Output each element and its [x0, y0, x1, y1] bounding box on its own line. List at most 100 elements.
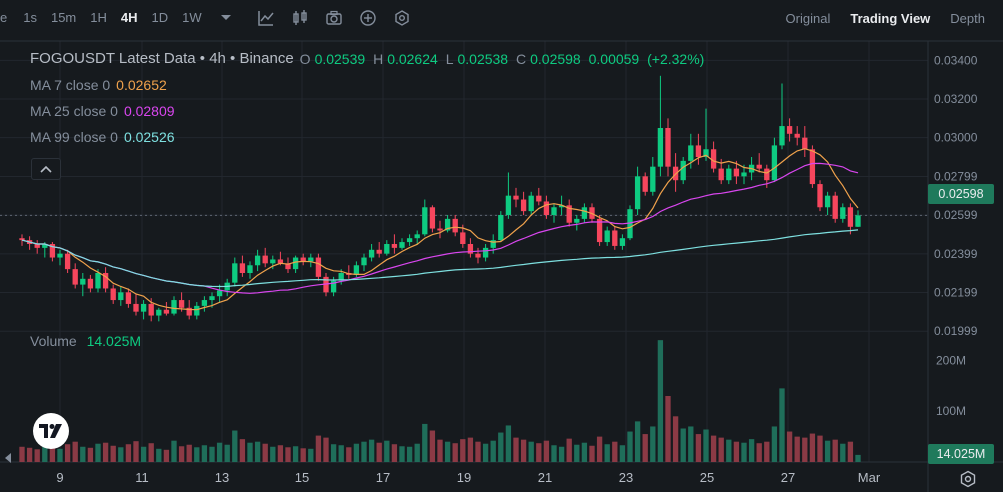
- tab-depth[interactable]: Depth: [950, 10, 985, 26]
- candle-body: [650, 166, 656, 192]
- volume-bar: [26, 447, 33, 462]
- ma7-value: 0.02652: [116, 77, 167, 93]
- candle-body: [353, 265, 360, 275]
- time-tick-label: 23: [619, 470, 633, 485]
- settings-gear-icon[interactable]: [389, 5, 415, 31]
- price-axis: 0.03400 0.03200 0.03000 0.02799 0.02599 0.023…: [934, 53, 978, 338]
- volume-bar: [764, 441, 770, 462]
- ma25-value: 0.02809: [123, 103, 175, 119]
- volume-label: Volume: [30, 333, 77, 349]
- timeframe-1w[interactable]: 1W: [182, 10, 202, 25]
- candle-body: [429, 207, 436, 229]
- volume-bar: [566, 438, 572, 462]
- candle-body: [536, 195, 542, 202]
- timeframe-dropdown-icon[interactable]: [213, 5, 239, 31]
- volume-bar: [178, 446, 185, 462]
- last-volume-tag: 14.025M: [928, 444, 994, 464]
- scroll-left-icon[interactable]: [3, 452, 13, 464]
- volume-bar: [513, 437, 519, 462]
- volume-bar: [368, 439, 375, 462]
- ma99-legend: MA 99 close 0 0.02526: [30, 127, 708, 147]
- candle-body: [422, 207, 428, 235]
- open-label: O: [299, 51, 311, 67]
- chart-settings-icon[interactable]: [959, 470, 977, 488]
- low-value: 0.02538: [457, 51, 509, 67]
- volume-bar: [665, 396, 671, 462]
- indicators-icon[interactable]: [253, 5, 279, 31]
- volume-bar: [490, 440, 496, 462]
- candle-body: [444, 218, 451, 231]
- candle-body: [209, 296, 215, 301]
- volume-bar: [619, 445, 626, 462]
- volume-bar: [72, 441, 78, 462]
- candle-body: [232, 263, 238, 283]
- candle-body: [118, 292, 124, 301]
- candle-body: [452, 218, 458, 233]
- volume-bar: [156, 448, 162, 462]
- timeframe-partial[interactable]: e: [0, 10, 8, 25]
- time-tick-label: 11: [135, 470, 149, 485]
- candle-body: [619, 238, 626, 246]
- ohlc-values: O 0.02539 H 0.02624 L 0.02538 C 0.02598 0.00…: [300, 49, 709, 69]
- price-tick-label: 0.03400: [934, 53, 978, 67]
- candle-body: [270, 259, 276, 264]
- volume-bar: [346, 447, 352, 462]
- volume-bar: [140, 446, 147, 462]
- tab-trading-view[interactable]: Trading View: [850, 10, 931, 26]
- camera-icon[interactable]: [321, 5, 347, 31]
- volume-bar: [422, 423, 428, 462]
- add-plus-icon[interactable]: [355, 5, 381, 31]
- volume-bar: [574, 444, 580, 462]
- volume-bar: [300, 448, 306, 462]
- volume-bar: [467, 437, 474, 462]
- volume-bar: [102, 442, 109, 462]
- candle-body: [809, 149, 816, 185]
- price-tick-label: 0.03200: [934, 92, 978, 106]
- collapse-legend-button[interactable]: [31, 158, 61, 180]
- volume-bar: [414, 443, 420, 462]
- volume-bar: [703, 429, 709, 462]
- volume-bar: [634, 421, 641, 462]
- price-tick-label: 0.02599: [934, 208, 978, 222]
- candle-style-icon[interactable]: [287, 5, 313, 31]
- timeframe-4h[interactable]: 4H: [120, 10, 138, 25]
- volume-bar: [262, 443, 268, 462]
- volume-bar: [460, 439, 466, 462]
- volume-bar: [505, 425, 512, 462]
- timeframe-1s[interactable]: 1s: [23, 10, 37, 25]
- timeframe-1h[interactable]: 1H: [90, 10, 107, 25]
- volume-bar: [452, 443, 458, 462]
- candle-body: [399, 242, 405, 248]
- volume-bar: [232, 430, 238, 462]
- candle-body: [634, 176, 641, 210]
- candle-body: [163, 309, 170, 314]
- candle-body: [338, 273, 344, 281]
- volume-bar: [779, 388, 785, 462]
- chevron-up-icon: [40, 165, 52, 173]
- candle-body: [308, 257, 314, 262]
- candle-body: [824, 195, 831, 208]
- timeframe-15m[interactable]: 15m: [50, 10, 77, 25]
- candle-body: [406, 238, 413, 243]
- change-percent: (+2.32%): [647, 51, 705, 67]
- volume-bar: [247, 442, 253, 462]
- volume-bar: [604, 444, 610, 462]
- timeframe-1d[interactable]: 1D: [151, 10, 169, 25]
- volume-bar: [710, 435, 717, 462]
- volume-bar: [840, 443, 846, 462]
- candle-body: [140, 303, 147, 312]
- volume-bar: [315, 435, 322, 462]
- candle-body: [239, 263, 246, 273]
- timeframe-list: e 1s 15m 1H 4H 1D 1W: [0, 0, 419, 36]
- tradingview-logo[interactable]: [33, 413, 69, 449]
- ma7-line: [21, 148, 859, 311]
- tab-original[interactable]: Original: [785, 10, 831, 26]
- close-value: 0.02598: [530, 51, 581, 67]
- volume-bar: [391, 444, 398, 462]
- volume-tick-label: 100M: [936, 404, 966, 418]
- candle-body: [642, 176, 648, 192]
- volume-bar: [133, 441, 139, 462]
- candle-body: [216, 290, 223, 297]
- volume-bar: [361, 441, 367, 462]
